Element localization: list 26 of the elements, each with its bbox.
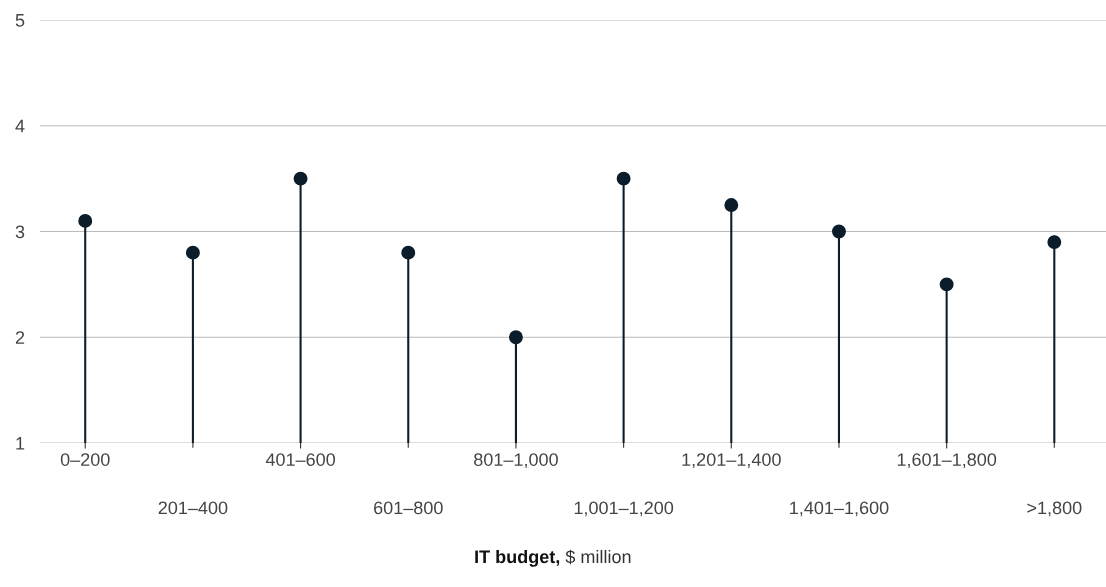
point xyxy=(724,198,739,213)
y-tick-label: 3 xyxy=(15,225,25,239)
x-tick-label: 0–200 xyxy=(60,453,110,466)
point xyxy=(1047,235,1062,250)
x-tick-label: 401–600 xyxy=(265,453,336,466)
point xyxy=(832,224,846,239)
y-tick-label: 1 xyxy=(16,437,25,450)
point xyxy=(401,245,416,260)
x-tick-label: 1,401–1,600 xyxy=(790,501,889,517)
x-tick-label: 801–1,000 xyxy=(474,453,558,469)
x-tick-label: >1,800 xyxy=(1027,501,1082,517)
x-tick-label: 1,201–1,400 xyxy=(682,453,781,469)
point xyxy=(508,330,523,345)
x-tick-label: 601–800 xyxy=(374,501,443,515)
x-axis-title: IT budget, $ million xyxy=(475,549,631,567)
point xyxy=(185,245,200,260)
y-tick-label: 4 xyxy=(15,119,25,133)
point xyxy=(616,171,631,186)
point xyxy=(78,213,93,228)
y-tick-label: 5 xyxy=(15,14,25,27)
point xyxy=(939,277,954,292)
x-tick-label: 1,001–1,200 xyxy=(574,501,674,517)
y-tick-label: 2 xyxy=(15,331,25,344)
x-tick-label: 1,601–1,800 xyxy=(897,453,997,469)
point xyxy=(293,171,308,186)
x-tick-label: 201–400 xyxy=(158,501,228,515)
